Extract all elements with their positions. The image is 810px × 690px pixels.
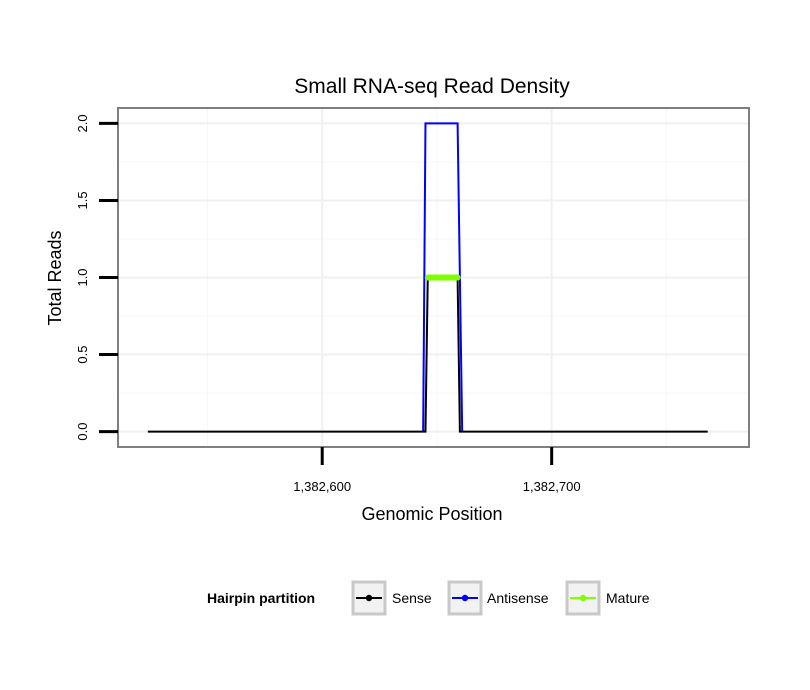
x-axis-title: Genomic Position (361, 504, 502, 524)
legend-item-mature: Mature (565, 580, 650, 616)
legend-item-sense: Sense (351, 580, 432, 616)
chart-title: Small RNA-seq Read Density (294, 75, 570, 98)
y-tick-label-2: 1.0 (75, 268, 90, 286)
y-tick-label-3: 1.5 (75, 191, 90, 209)
y-axis: 0.0 0.5 1.0 1.5 2.0 (75, 114, 118, 441)
legend-title: Hairpin partition (207, 590, 315, 606)
y-tick-label-1: 0.5 (75, 346, 90, 364)
y-tick-label-4: 2.0 (75, 114, 90, 132)
legend: Hairpin partition Sense Antisense Mature (207, 580, 650, 616)
legend-label-sense: Sense (392, 590, 432, 606)
legend-label-mature: Mature (606, 590, 650, 606)
y-axis-title: Total Reads (45, 230, 65, 325)
legend-item-antisense: Antisense (447, 580, 549, 616)
legend-label-antisense: Antisense (487, 590, 549, 606)
x-tick-label-1: 1,382,700 (523, 479, 581, 494)
x-axis: 1,382,600 1,382,700 (293, 447, 581, 494)
legend-point-sense (365, 594, 373, 602)
y-tick-label-0: 0.0 (75, 423, 90, 441)
legend-point-mature (579, 594, 587, 602)
legend-point-antisense (461, 594, 469, 602)
x-tick-label-0: 1,382,600 (293, 479, 351, 494)
series-lines (147, 122, 708, 433)
